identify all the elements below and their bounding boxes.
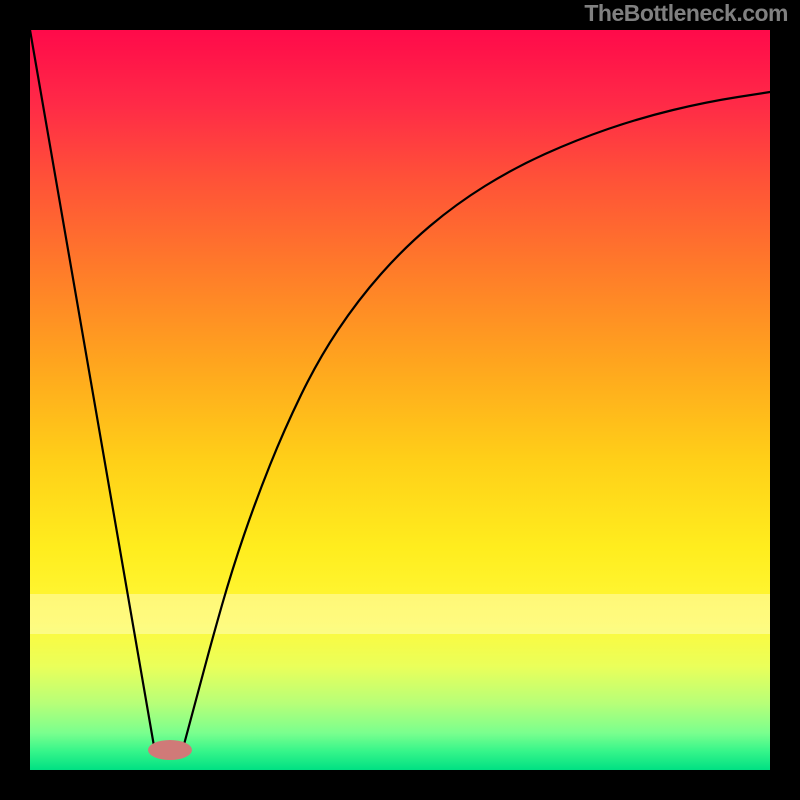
bottleneck-curve-plot: [0, 0, 800, 800]
gradient-background: [30, 30, 770, 770]
watermark-text: TheBottleneck.com: [584, 0, 788, 27]
figure-container: TheBottleneck.com: [0, 0, 800, 800]
haze-band: [30, 594, 770, 634]
optimal-point-marker: [148, 740, 192, 760]
